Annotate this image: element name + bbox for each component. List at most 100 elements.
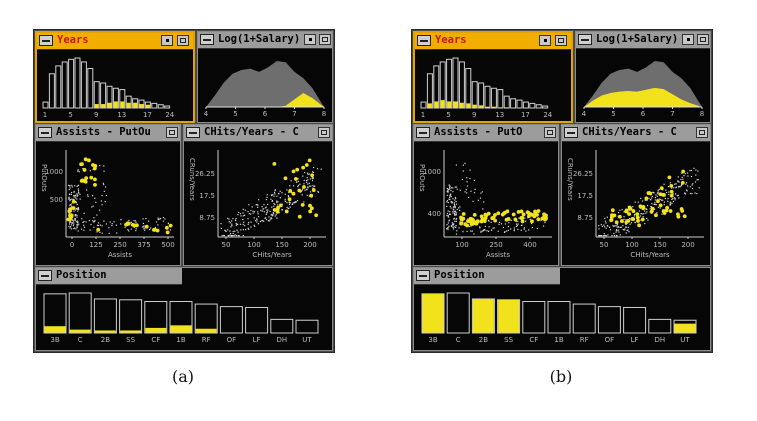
maximize-icon[interactable] — [318, 127, 330, 138]
dot-icon[interactable] — [539, 35, 551, 46]
chits-point — [651, 195, 653, 198]
position-bar — [194, 303, 218, 334]
chits-titlebar[interactable]: CHits/Years - C — [184, 125, 332, 142]
window-menu-icon[interactable] — [416, 127, 430, 138]
chits-point — [629, 218, 631, 220]
position-bar-highlight — [674, 323, 696, 333]
assists-point-highlight — [493, 213, 497, 217]
maximize-icon[interactable] — [555, 35, 567, 46]
assists-point-highlight — [87, 158, 91, 163]
assists-point — [498, 223, 500, 225]
chits-point — [632, 206, 634, 208]
chits-point — [281, 209, 284, 211]
assists-point — [157, 217, 159, 219]
window-menu-icon[interactable] — [39, 35, 53, 46]
assists-point — [73, 199, 75, 201]
assists-window[interactable]: Assists - PutO 100 250 400 1000 400 Assists Pu… — [413, 124, 559, 266]
chits-point-highlight — [628, 206, 633, 211]
window-menu-icon[interactable] — [38, 127, 52, 138]
chits-point — [266, 196, 268, 198]
chits-point — [641, 213, 643, 215]
assists-point — [479, 226, 481, 228]
chits-point-highlight — [631, 209, 636, 213]
assists-titlebar[interactable]: Assists - PutO — [414, 125, 558, 142]
dot-icon[interactable] — [304, 34, 316, 45]
assists-point — [447, 191, 449, 193]
chits-point — [288, 191, 290, 194]
years-titlebar[interactable]: Years — [415, 33, 571, 50]
position-window[interactable]: Position 3B C 2B SS CF 1B RF OF LF DH UT — [35, 267, 333, 351]
assists-point — [480, 192, 482, 194]
chits-titlebar[interactable]: CHits/Years - C — [562, 125, 710, 142]
chits-point — [629, 223, 631, 225]
position-category-label: LF — [631, 336, 639, 344]
salary-titlebar[interactable]: Log(1+Salary) — [576, 32, 710, 49]
assists-point — [452, 210, 454, 213]
chits-point — [677, 194, 679, 196]
chits-point-highlight — [272, 207, 277, 212]
window-menu-icon[interactable] — [186, 127, 200, 138]
salary-titlebar[interactable]: Log(1+Salary) — [198, 32, 332, 49]
chits-point — [270, 214, 272, 216]
window-menu-icon[interactable] — [417, 35, 431, 46]
maximize-icon[interactable] — [166, 127, 178, 138]
assists-titlebar[interactable]: Assists - PutOu — [36, 125, 180, 142]
chits-point-highlight — [681, 169, 686, 174]
chits-point — [275, 214, 277, 216]
years-titlebar[interactable]: Years — [37, 33, 193, 50]
years-window[interactable]: Years 1 5 9 13 17 24 — [35, 31, 195, 123]
position-titlebar[interactable]: Position — [414, 268, 560, 285]
assists-point — [455, 211, 457, 214]
assists-point-highlight — [84, 176, 89, 181]
chits-point — [263, 208, 265, 210]
years-bar — [497, 89, 504, 109]
dot-icon[interactable] — [682, 34, 694, 45]
chits-point — [236, 229, 238, 231]
salary-window[interactable]: Log(1+Salary) 4 5 6 7 8 — [197, 31, 333, 123]
window-menu-icon[interactable] — [200, 34, 214, 45]
chits-point — [604, 217, 606, 219]
years-histogram: 1 5 9 13 17 24 — [420, 57, 553, 119]
maximize-icon[interactable] — [544, 127, 556, 138]
assists-point — [462, 221, 464, 223]
assists-point — [473, 233, 475, 235]
chits-point — [242, 218, 244, 221]
chits-point-highlight — [609, 218, 614, 223]
chits-x-tick-label: 100 — [247, 241, 260, 249]
maximize-icon[interactable] — [697, 34, 709, 45]
salary-tick-label: 5 — [611, 110, 615, 118]
years-window[interactable]: Years 1 5 9 13 17 24 — [413, 31, 573, 123]
assists-point — [103, 165, 105, 167]
assists-point — [81, 218, 83, 220]
assists-point — [72, 224, 75, 227]
assists-point — [135, 229, 137, 232]
assists-point — [452, 212, 454, 214]
chits-window[interactable]: CHits/Years - C 50 100 150 200 26.25 17.5 8.75… — [561, 124, 711, 266]
maximize-icon[interactable] — [696, 127, 708, 138]
chits-window[interactable]: CHits/Years - C 50 100 150 200 26.25 17.5 8.75… — [183, 124, 333, 266]
window-menu-icon[interactable] — [38, 270, 52, 281]
position-bar-highlight — [170, 325, 192, 333]
chits-point — [613, 235, 615, 237]
window-menu-icon[interactable] — [416, 270, 430, 281]
years-bar — [458, 61, 465, 109]
assists-point — [447, 216, 449, 218]
chits-point — [261, 206, 263, 208]
chits-title: CHits/Years - C — [204, 126, 299, 138]
chits-point — [265, 206, 267, 208]
chits-point — [650, 199, 652, 201]
chits-point — [689, 169, 691, 172]
dot-icon[interactable] — [161, 35, 173, 46]
chits-point — [656, 195, 658, 197]
assists-point — [70, 224, 73, 226]
window-menu-icon[interactable] — [578, 34, 592, 45]
assists-window[interactable]: Assists - PutOu 0 125 250 375 500 1000 500 Assi… — [35, 124, 181, 266]
chits-point — [683, 175, 685, 177]
maximize-icon[interactable] — [177, 35, 189, 46]
salary-window[interactable]: Log(1+Salary) 4 5 6 7 8 — [575, 31, 711, 123]
maximize-icon[interactable] — [319, 34, 331, 45]
assists-point — [77, 208, 80, 211]
position-window[interactable]: Position 3B C 2B SS CF 1B RF OF LF DH UT — [413, 267, 711, 351]
window-menu-icon[interactable] — [564, 127, 578, 138]
position-titlebar[interactable]: Position — [36, 268, 182, 285]
